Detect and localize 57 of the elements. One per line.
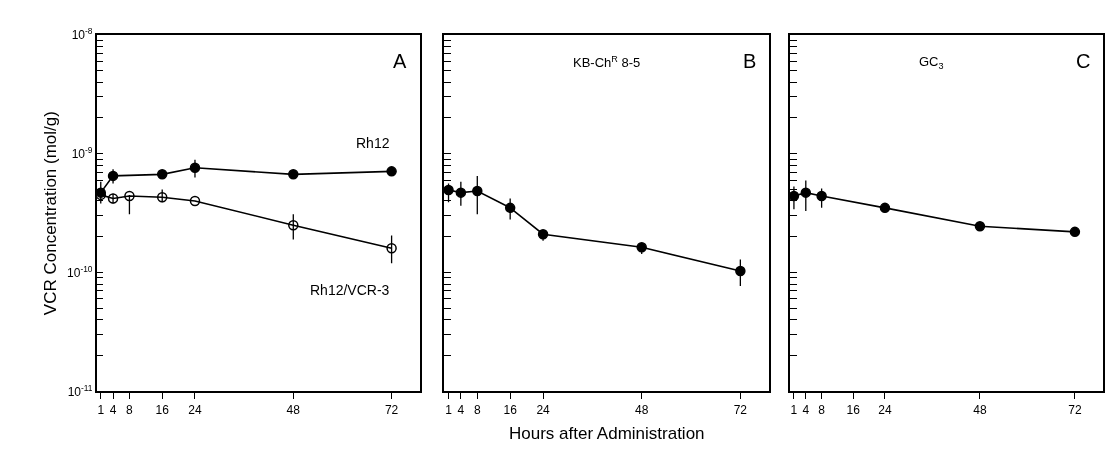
x-tick-label: 16	[155, 402, 170, 417]
x-tick-label: 24	[536, 402, 551, 417]
point	[107, 170, 119, 182]
point	[189, 195, 201, 207]
point	[189, 162, 201, 174]
x-tick-label: 72	[1068, 402, 1082, 417]
point	[537, 228, 549, 240]
x-tick-label: 48	[635, 402, 649, 417]
x-tick-label: 16	[846, 402, 861, 417]
point	[386, 166, 397, 177]
point	[974, 221, 986, 232]
point	[472, 185, 483, 197]
point	[107, 193, 119, 204]
point	[386, 243, 397, 254]
point	[124, 190, 135, 202]
x-tick-label: 8	[126, 402, 134, 417]
x-tick-label: 1	[445, 402, 453, 417]
x-tick-label: 1	[97, 402, 105, 417]
point	[636, 242, 647, 253]
point	[443, 184, 454, 196]
point	[816, 190, 827, 202]
point	[288, 169, 299, 180]
x-tick-label: 72	[733, 402, 748, 417]
point	[800, 187, 812, 198]
point	[504, 202, 516, 214]
x-tick-label: 24	[188, 402, 202, 417]
annotation: A	[393, 50, 407, 72]
x-tick-label: 8	[818, 402, 826, 417]
x-tick-label: 16	[503, 402, 518, 417]
point	[455, 187, 467, 198]
point	[156, 169, 168, 180]
x-axis-title: Hours after Administration	[508, 424, 705, 444]
text: Rh12/VCR-3	[310, 282, 390, 298]
y-tick-label: 10$^{-9}$	[71, 144, 93, 161]
point	[1069, 226, 1081, 238]
x-tick-label: 1	[790, 402, 798, 417]
x-tick-label: 4	[457, 402, 465, 417]
point	[156, 191, 168, 203]
y-tick-label: 10$^{-10}$	[67, 263, 93, 280]
y-tick-label: 10$^{-11}$	[67, 382, 93, 399]
point	[735, 265, 746, 277]
y-tick-label: 10$^{-8}$	[71, 25, 93, 42]
x-tick-label: 72	[384, 402, 399, 417]
x-tick-label: 48	[973, 402, 987, 417]
annotation: B	[743, 50, 757, 72]
x-tick-label: 8	[473, 402, 481, 417]
x-tick-label: 24	[878, 402, 892, 417]
point	[879, 202, 891, 214]
text: GC$_{3}$	[919, 54, 944, 71]
text: KB-Ch$^{R}$ 8-5	[573, 54, 641, 71]
series-label: Rh12	[356, 135, 390, 151]
annotation: C	[1076, 50, 1091, 72]
y-axis-title: VCR Concentration (mol/g)	[41, 111, 61, 316]
x-tick-label: 4	[109, 402, 117, 417]
x-tick-label: 48	[286, 402, 301, 417]
x-tick-label: 4	[802, 402, 810, 417]
point	[288, 219, 299, 231]
